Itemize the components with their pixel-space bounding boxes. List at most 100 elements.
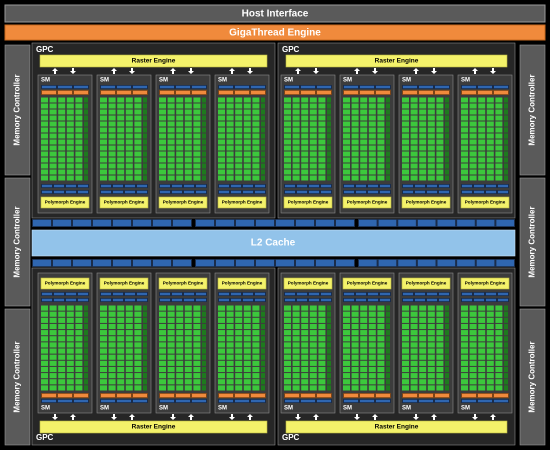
core xyxy=(461,139,468,145)
l2-strip-seg xyxy=(336,259,354,267)
sm-blue-row-seg xyxy=(160,292,170,296)
core xyxy=(309,103,317,109)
core xyxy=(368,175,376,181)
core xyxy=(309,354,317,360)
core xyxy=(495,115,503,121)
core xyxy=(167,109,175,115)
core xyxy=(478,360,486,366)
core xyxy=(478,115,486,121)
core xyxy=(318,317,326,323)
core xyxy=(495,373,503,379)
core xyxy=(58,163,66,169)
core xyxy=(100,97,107,103)
core xyxy=(235,127,243,133)
core xyxy=(159,121,166,127)
arrow xyxy=(188,414,194,420)
core xyxy=(301,151,309,157)
core xyxy=(159,169,166,175)
sm-label: SM xyxy=(159,78,168,84)
sm-blue-row-seg xyxy=(172,292,182,296)
core xyxy=(100,385,107,391)
sm-orange-row-seg xyxy=(419,393,433,398)
core xyxy=(410,121,418,127)
core xyxy=(461,323,468,330)
core xyxy=(193,97,201,103)
core xyxy=(478,133,486,139)
core xyxy=(292,342,300,348)
polymorph-engine-label: Polymorph Engine xyxy=(288,281,329,286)
sm-blue-row-seg xyxy=(54,292,64,296)
core xyxy=(368,379,376,385)
core xyxy=(66,121,74,127)
core xyxy=(327,103,331,109)
core xyxy=(202,342,206,348)
core xyxy=(402,317,409,323)
sm-blue-row-seg xyxy=(231,298,241,302)
core xyxy=(284,354,291,360)
polymorph-engine-label: Polymorph Engine xyxy=(347,200,388,205)
core xyxy=(301,366,309,373)
core xyxy=(419,373,427,379)
core xyxy=(66,373,74,379)
core xyxy=(284,311,291,317)
core xyxy=(284,336,291,342)
core xyxy=(461,133,468,139)
core xyxy=(41,115,48,121)
sm-blue-row-seg xyxy=(42,85,56,89)
core xyxy=(301,323,309,330)
core xyxy=(226,169,234,175)
core xyxy=(235,317,243,323)
core xyxy=(461,336,468,342)
core xyxy=(486,323,494,330)
core xyxy=(252,157,260,163)
core xyxy=(410,145,418,151)
core xyxy=(167,151,175,157)
core xyxy=(478,330,486,336)
core xyxy=(100,109,107,115)
core xyxy=(202,109,206,115)
core xyxy=(284,385,291,391)
core xyxy=(318,336,326,342)
polymorph-engine-bar xyxy=(283,277,333,290)
sm-blue-row xyxy=(41,184,89,188)
core xyxy=(176,366,184,373)
core xyxy=(461,385,468,391)
core xyxy=(486,97,494,103)
core xyxy=(469,360,477,366)
arrow xyxy=(111,68,117,74)
core xyxy=(100,342,107,348)
sm-blue-row-seg xyxy=(42,292,52,296)
core xyxy=(143,373,147,379)
sm-blue-row xyxy=(100,298,148,302)
sm-blue-row-seg xyxy=(137,190,147,194)
core xyxy=(386,109,390,115)
sm-blue-row xyxy=(461,184,509,188)
core xyxy=(218,163,225,169)
core xyxy=(117,145,125,151)
core xyxy=(167,139,175,145)
core xyxy=(167,317,175,323)
core xyxy=(184,354,192,360)
core xyxy=(445,348,449,354)
sm-blue-row-seg xyxy=(478,399,492,403)
core xyxy=(134,109,142,115)
core xyxy=(218,157,225,163)
core xyxy=(176,342,184,348)
core xyxy=(235,323,243,330)
core xyxy=(360,169,368,175)
core xyxy=(486,109,494,115)
sm-blue-row-seg xyxy=(196,184,206,188)
core xyxy=(318,109,326,115)
core xyxy=(252,109,260,115)
core xyxy=(66,379,74,385)
core xyxy=(117,311,125,317)
core xyxy=(360,360,368,366)
core xyxy=(284,323,291,330)
core xyxy=(469,157,477,163)
core xyxy=(143,109,147,115)
sm-blue-row xyxy=(402,184,450,188)
core xyxy=(75,127,83,133)
core xyxy=(343,336,350,342)
core xyxy=(445,360,449,366)
core xyxy=(495,97,503,103)
